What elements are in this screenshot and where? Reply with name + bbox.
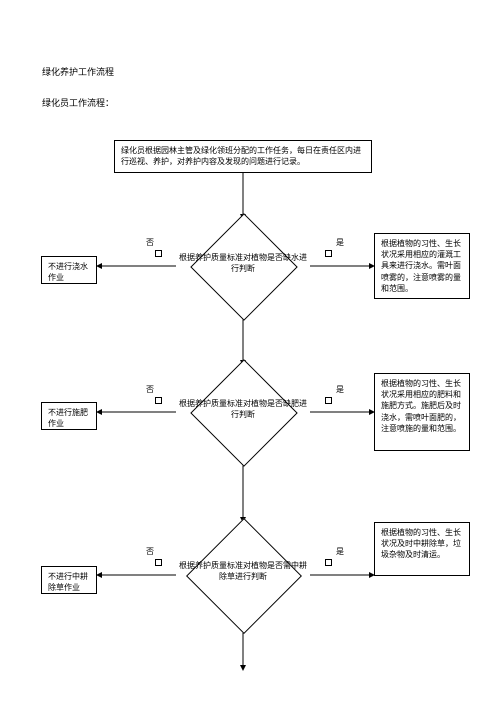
branch-marker [155, 559, 162, 566]
decision-water-text: 根据养护质量标准对植物是否缺水进行判断 [176, 252, 310, 274]
branch-marker [325, 397, 332, 404]
right-box-water: 根据植物的习性、生长状况采用相应的灌溉工具来进行浇水。需叶面喷雾的，注意喷雾的量… [374, 233, 470, 299]
decision-fertilize-text: 根据养护质量标准对植物是否缺肥进行判断 [176, 398, 310, 420]
branch-marker [155, 397, 162, 404]
label-no: 否 [146, 386, 154, 394]
left-box-water: 不进行浇水作业 [41, 256, 97, 284]
label-yes: 是 [336, 548, 344, 556]
decision-fertilize: 根据养护质量标准对植物是否缺肥进行判断 [176, 365, 310, 459]
left-box-fertilize: 不进行施肥作业 [41, 402, 97, 430]
label-yes: 是 [336, 239, 344, 247]
right-box-weeding: 根据植物的习性、生长状况及时中耕除草，垃圾杂物及时清运。 [374, 522, 470, 576]
label-no: 否 [146, 239, 154, 247]
label-no: 否 [146, 548, 154, 556]
decision-weeding-text: 根据养护质量标准对植物是否需中耕除草进行判断 [176, 560, 310, 582]
branch-marker [325, 559, 332, 566]
decision-water: 根据养护质量标准对植物是否缺水进行判断 [176, 219, 310, 313]
left-box-weeding: 不进行中耕除草作业 [41, 566, 97, 594]
right-box-fertilize: 根据植物的习性、生长状况采用相应的肥料和施肥方式。施肥后及时浇水，需喷叶面肥的，… [374, 373, 470, 451]
start-box: 绿化员根据园林主管及绿化领班分配的工作任务，每日在责任区内进行巡视、养护，对养护… [114, 140, 372, 173]
decision-weeding: 根据养护质量标准对植物是否需中耕除草进行判断 [176, 522, 310, 628]
branch-marker [155, 250, 162, 257]
branch-marker [325, 250, 332, 257]
label-yes: 是 [336, 386, 344, 394]
